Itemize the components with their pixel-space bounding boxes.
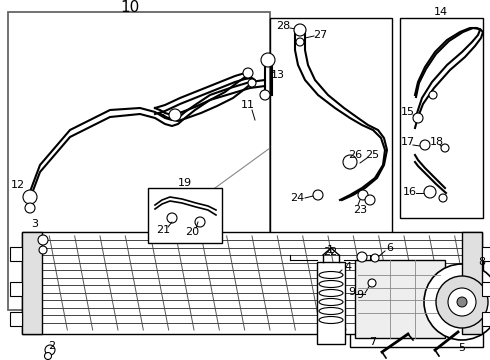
Bar [10,247,22,261]
Text: 8: 8 [478,257,486,267]
Circle shape [439,194,447,202]
Text: 28: 28 [276,21,290,31]
Circle shape [357,252,367,262]
Circle shape [365,195,375,205]
Circle shape [195,217,205,227]
Circle shape [23,190,37,204]
Bar [482,282,490,296]
Text: 27: 27 [313,30,327,40]
Text: 9: 9 [356,290,364,300]
Bar [462,232,482,334]
Text: 26: 26 [348,150,362,160]
Text: 25: 25 [365,150,379,160]
Circle shape [371,254,379,262]
Text: 15: 15 [401,107,415,117]
Circle shape [368,279,376,287]
Circle shape [248,79,256,87]
Text: 21: 21 [156,225,170,235]
Circle shape [441,144,449,152]
Circle shape [45,352,51,360]
Text: 17: 17 [401,137,415,147]
Text: 19: 19 [178,178,192,188]
Bar [10,312,22,326]
Circle shape [25,203,35,213]
Bar [350,252,483,347]
Ellipse shape [319,307,343,315]
Bar [355,260,445,338]
Text: 4: 4 [344,262,351,272]
Text: 18: 18 [430,137,444,147]
Circle shape [261,53,275,67]
Text: 12: 12 [11,180,25,190]
Text: 6: 6 [387,243,393,253]
Circle shape [39,246,47,254]
Circle shape [448,288,476,316]
Circle shape [358,190,368,200]
Text: 23: 23 [353,205,367,215]
Text: 1: 1 [326,245,334,255]
Ellipse shape [319,280,343,288]
Text: 20: 20 [185,227,199,237]
Circle shape [260,90,270,100]
Text: 7: 7 [369,337,376,347]
Text: 13: 13 [271,70,285,80]
Ellipse shape [319,271,343,279]
Circle shape [167,213,177,223]
Bar [22,232,482,334]
Bar [22,232,42,334]
Circle shape [294,24,306,36]
Text: 24: 24 [290,193,304,203]
Ellipse shape [319,289,343,297]
Text: 11: 11 [241,100,255,110]
Circle shape [343,155,357,169]
Text: 9: 9 [348,287,356,297]
Bar [8,12,270,310]
Circle shape [424,264,490,340]
Bar [148,188,222,243]
Circle shape [243,68,253,78]
Text: 10: 10 [121,0,140,15]
Bar [482,247,490,261]
Circle shape [420,140,430,150]
Circle shape [424,186,436,198]
Bar [10,282,22,296]
Bar [482,312,490,326]
Text: 16: 16 [403,187,417,197]
Text: 3: 3 [31,219,39,229]
Ellipse shape [319,298,343,306]
Circle shape [296,38,304,46]
Circle shape [38,235,48,245]
Circle shape [169,109,181,121]
Text: 5: 5 [459,343,466,353]
Circle shape [413,113,423,123]
Circle shape [45,345,55,355]
Bar [270,18,392,243]
Text: 2: 2 [49,341,55,351]
Ellipse shape [319,316,343,324]
Text: 22: 22 [323,247,337,257]
Circle shape [429,91,437,99]
Bar [317,262,345,344]
Bar [400,18,483,218]
Text: 14: 14 [434,7,448,17]
Circle shape [457,297,467,307]
Circle shape [313,190,323,200]
Circle shape [436,276,488,328]
